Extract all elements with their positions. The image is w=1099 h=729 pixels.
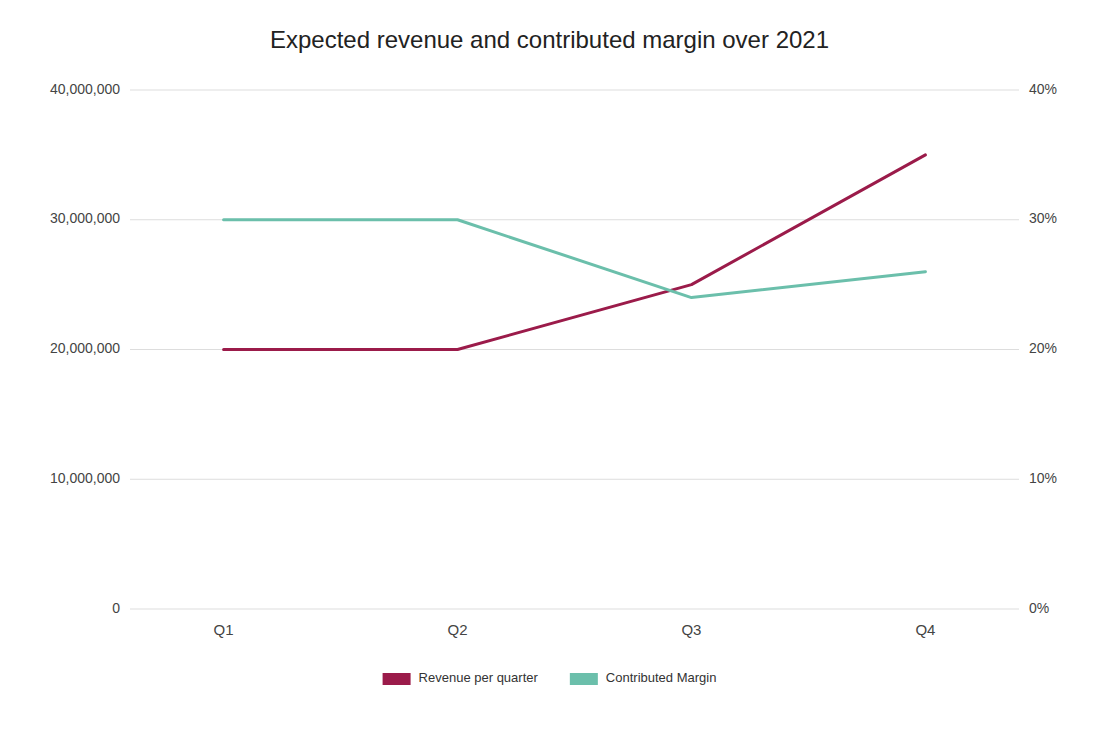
y-tick-label: 30,000,000 xyxy=(50,210,120,226)
chart-svg: Expected revenue and contributed margin … xyxy=(0,0,1099,729)
y-tick-label: 40,000,000 xyxy=(50,81,120,97)
x-tick-label: Q3 xyxy=(681,621,701,638)
legend-swatch xyxy=(383,673,411,685)
legend-label: Contributed Margin xyxy=(606,670,717,685)
legend-item: Revenue per quarter xyxy=(383,670,539,685)
y2-tick-label: 30% xyxy=(1029,210,1057,226)
grid xyxy=(130,90,1019,609)
x-tick-label: Q2 xyxy=(448,621,468,638)
y-tick-label: 0 xyxy=(112,600,120,616)
legend-item: Contributed Margin xyxy=(570,670,717,685)
y2-tick-label: 0% xyxy=(1029,600,1049,616)
y2-tick-label: 40% xyxy=(1029,81,1057,97)
chart-container: Expected revenue and contributed margin … xyxy=(0,0,1099,729)
legend-label: Revenue per quarter xyxy=(419,670,539,685)
series-line xyxy=(224,220,926,298)
x-tick-label: Q4 xyxy=(915,621,935,638)
y-tick-label: 20,000,000 xyxy=(50,340,120,356)
y2-tick-label: 20% xyxy=(1029,340,1057,356)
grid-line xyxy=(130,479,1019,480)
y2-tick-label: 10% xyxy=(1029,470,1057,486)
x-tick-label: Q1 xyxy=(214,621,234,638)
title: Expected revenue and contributed margin … xyxy=(270,26,829,53)
y-tick-label: 10,000,000 xyxy=(50,470,120,486)
background xyxy=(0,0,1099,729)
legend-swatch xyxy=(570,673,598,685)
grid-line xyxy=(130,609,1019,610)
legend: Revenue per quarter Contributed Margin xyxy=(383,670,717,685)
grid-line xyxy=(130,90,1019,91)
series-line xyxy=(224,155,926,350)
plot-area xyxy=(224,155,926,350)
